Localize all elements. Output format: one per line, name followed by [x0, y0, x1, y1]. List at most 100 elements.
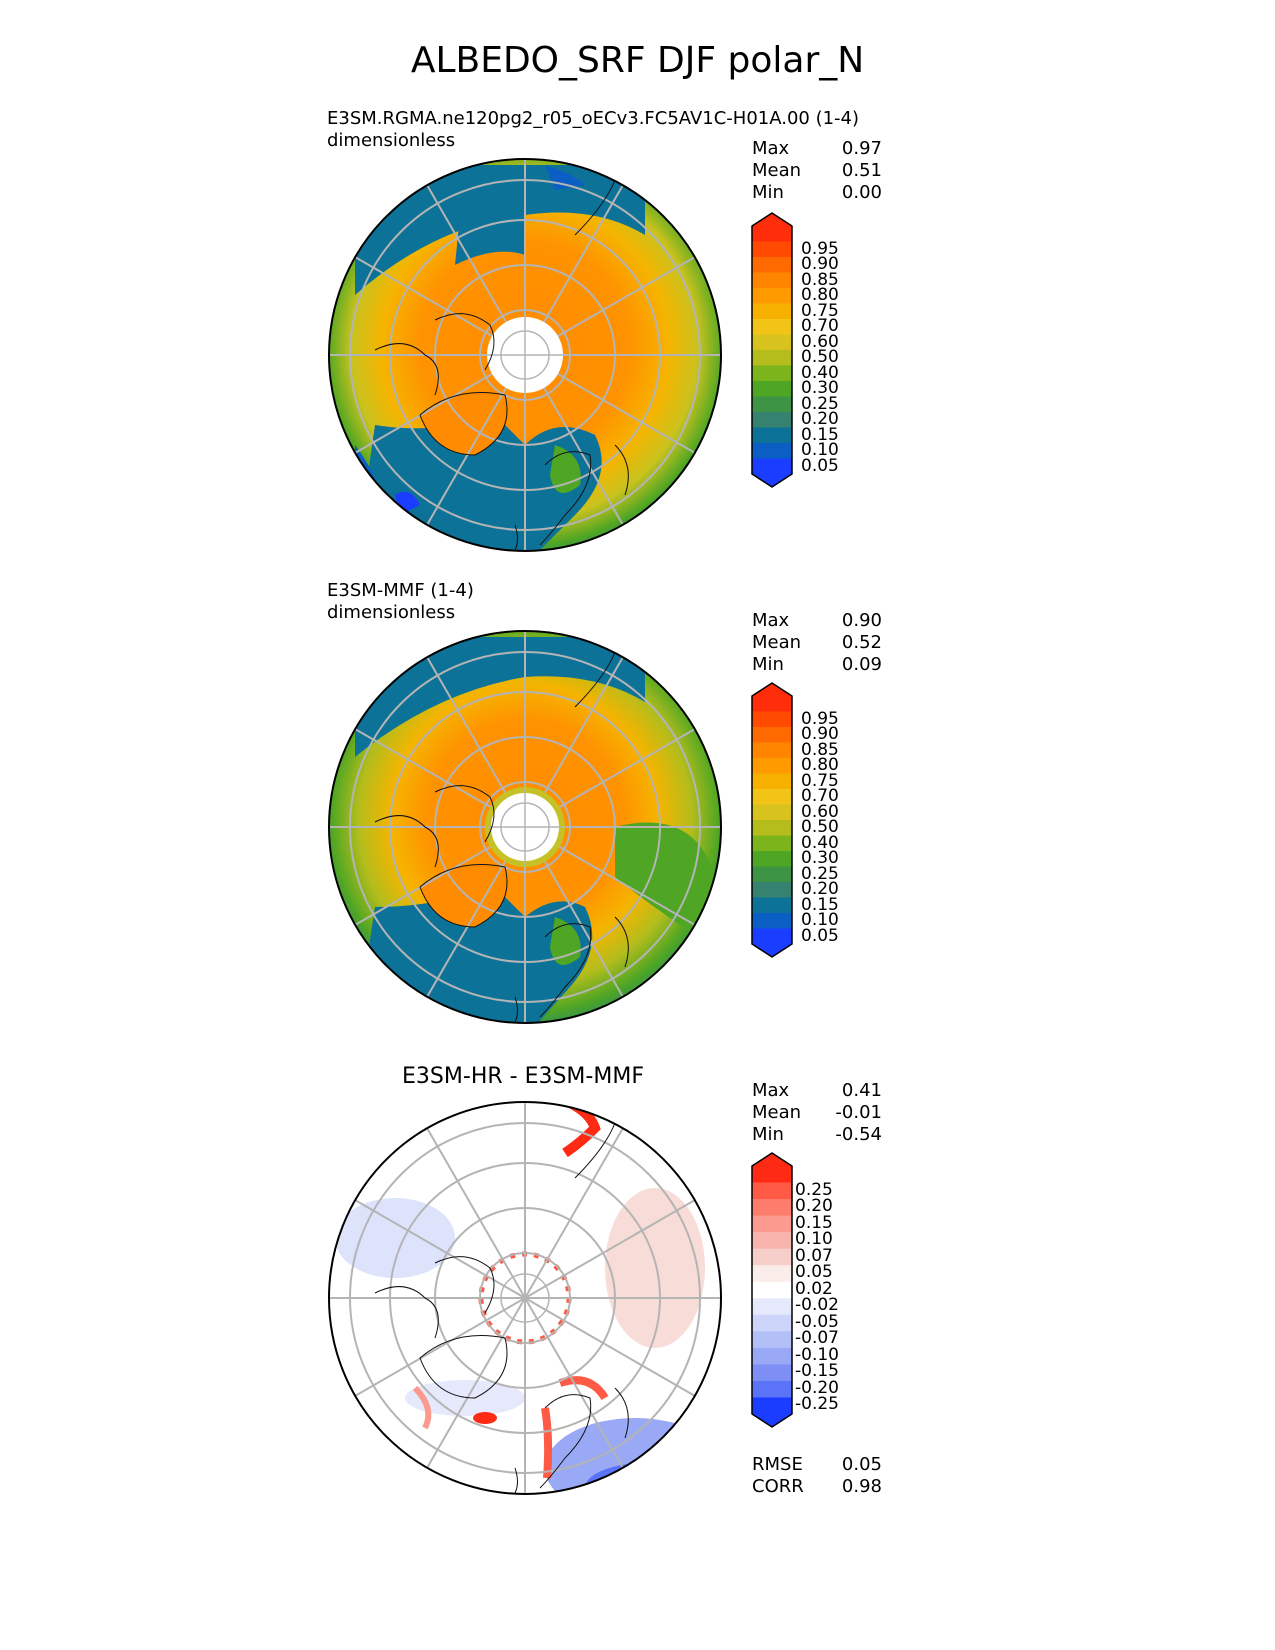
colorbar-band: [752, 303, 792, 320]
colorbar-tick-label: 0.25: [801, 863, 839, 884]
colorbar-band: [752, 1166, 792, 1184]
colorbar-tick-label: -0.15: [795, 1361, 839, 1382]
colorbar-tick-label: 0.60: [801, 801, 839, 822]
colorbar-band: [752, 758, 792, 774]
stat-value: -0.54: [835, 1124, 882, 1145]
stat-label: Max: [752, 138, 790, 159]
north-pacific-ocean: [355, 165, 645, 295]
colorbar-band: [752, 835, 792, 852]
colorbar-tick-label: 0.80: [801, 755, 839, 775]
colorbar-band: [752, 1347, 792, 1365]
colorbar-tick-label: 0.05: [795, 1262, 833, 1283]
colorbar-band: [752, 1248, 792, 1266]
panel-2-title-line1: E3SM-MMF (1-4): [327, 580, 474, 601]
panel-3-extra-stats: RMSE 0.05 CORR 0.98: [752, 1454, 882, 1498]
panel-3-title: E3SM-HR - E3SM-MMF: [402, 1064, 644, 1089]
panel-2-stats: Max 0.90 Mean 0.52 Min 0.09: [752, 610, 882, 676]
panel-3-stats: Max 0.41 Mean -0.01 Min -0.54: [752, 1080, 882, 1146]
panel-1-title-line2: dimensionless: [327, 130, 456, 151]
colorbar-tick-label: -0.07: [795, 1328, 839, 1349]
colorbar-band: [752, 789, 792, 805]
colorbar-tick-label: 0.10: [795, 1229, 833, 1250]
stat-value: 0.51: [841, 160, 882, 181]
colorbar-band: [752, 241, 792, 258]
colorbar-tick-label: 0.05: [801, 455, 839, 476]
stat-value: 0.98: [841, 1476, 882, 1497]
colorbar-tick-label: 0.75: [801, 300, 839, 321]
colorbar-band: [752, 381, 792, 397]
colorbar-tick-label: 0.90: [801, 724, 839, 744]
colorbar-tick-label: 0.70: [801, 316, 839, 336]
colorbar-tick-label: 0.15: [801, 424, 839, 445]
stat-label: Min: [752, 654, 784, 675]
colorbar-tick-label: 0.90: [801, 254, 839, 274]
stat-label: Min: [752, 1124, 784, 1145]
colorbar-band: [752, 226, 792, 242]
colorbar-band: [752, 1182, 792, 1200]
colorbar-tick-label: 0.10: [801, 910, 839, 930]
stat-label: RMSE: [752, 1454, 803, 1475]
colorbar-band: [752, 1397, 792, 1415]
colorbar-tick-label: 0.50: [801, 347, 839, 367]
stat-label: Max: [752, 610, 790, 631]
colorbar-band: [752, 458, 792, 475]
stat-value: 0.52: [841, 632, 882, 653]
colorbar-band: [752, 365, 792, 382]
coastlines: [374, 179, 629, 551]
colorbar-band: [752, 427, 792, 444]
colorbar-band: [752, 1314, 792, 1332]
panel-2-polar-map: [328, 630, 722, 1024]
colorbar-tick-label: 0.85: [801, 739, 839, 760]
panel-1-colorbar: [751, 212, 793, 488]
colorbar-band: [752, 711, 792, 728]
stat-label: Max: [752, 1080, 790, 1101]
colorbar-band: [752, 1232, 792, 1250]
colorbar-band: [752, 727, 792, 743]
colorbar-band: [752, 1380, 792, 1398]
colorbar-band: [752, 928, 792, 945]
colorbar-band: [752, 913, 792, 929]
stat-label: CORR: [752, 1476, 804, 1497]
colorbar-band: [752, 696, 792, 712]
colorbar-tick-label: 0.30: [801, 848, 839, 868]
stat-label: Mean: [752, 632, 802, 653]
stat-label: Mean: [752, 1102, 802, 1123]
colorbar-tick-label: -0.20: [795, 1377, 839, 1398]
panel-1-stats: Max 0.97 Mean 0.51 Min 0.00: [752, 138, 882, 204]
colorbar-tick-label: 0.40: [801, 362, 839, 383]
colorbar-tick-label: 0.70: [801, 786, 839, 806]
colorbar-tick-label: 0.07: [795, 1245, 833, 1266]
colorbar-band: [752, 319, 792, 335]
colorbar-tick-label: 0.02: [795, 1278, 833, 1299]
stat-value: -0.01: [835, 1102, 882, 1123]
stat-value: 0.41: [841, 1080, 882, 1101]
colorbar-band: [752, 334, 792, 351]
figure-title: ALBEDO_SRF DJF polar_N: [410, 40, 865, 81]
colorbar-tick-label: 0.30: [801, 378, 839, 398]
colorbar-tick-label: 0.50: [801, 817, 839, 837]
colorbar-tick-label: 0.60: [801, 331, 839, 352]
colorbar-band: [752, 897, 792, 914]
panel-2-colorbar: [751, 682, 793, 958]
colorbar-band: [752, 820, 792, 836]
colorbar-tick-label: -0.05: [795, 1311, 839, 1332]
colorbar-tick-label: 0.05: [801, 925, 839, 946]
panel-1-polar-map: [328, 158, 722, 552]
colorbar-tick-label: 0.20: [795, 1196, 833, 1217]
colorbar-tick-label: 0.95: [801, 708, 839, 729]
colorbar-tick-label: 0.15: [801, 894, 839, 915]
panel-3-colorbar: [751, 1152, 793, 1428]
colorbar-tick-label: 0.40: [801, 832, 839, 853]
stat-value: 0.09: [841, 654, 882, 675]
colorbar-tick-label: 0.80: [801, 285, 839, 305]
colorbar-tick-label: -0.10: [795, 1344, 839, 1365]
colorbar-tick-label: 0.85: [801, 269, 839, 290]
colorbar-band: [752, 396, 792, 413]
greenland: [420, 392, 507, 455]
colorbar-band: [752, 1364, 792, 1382]
colorbar-band: [752, 1265, 792, 1283]
stat-value: 0.97: [841, 138, 882, 159]
colorbar-band: [752, 1281, 792, 1299]
colorbar-band: [752, 288, 792, 304]
panel-1-title-line1: E3SM.RGMA.ne120pg2_r05_oECv3.FC5AV1C-H01…: [327, 108, 860, 129]
